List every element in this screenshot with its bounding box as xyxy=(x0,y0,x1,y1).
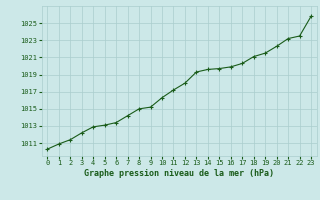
X-axis label: Graphe pression niveau de la mer (hPa): Graphe pression niveau de la mer (hPa) xyxy=(84,169,274,178)
